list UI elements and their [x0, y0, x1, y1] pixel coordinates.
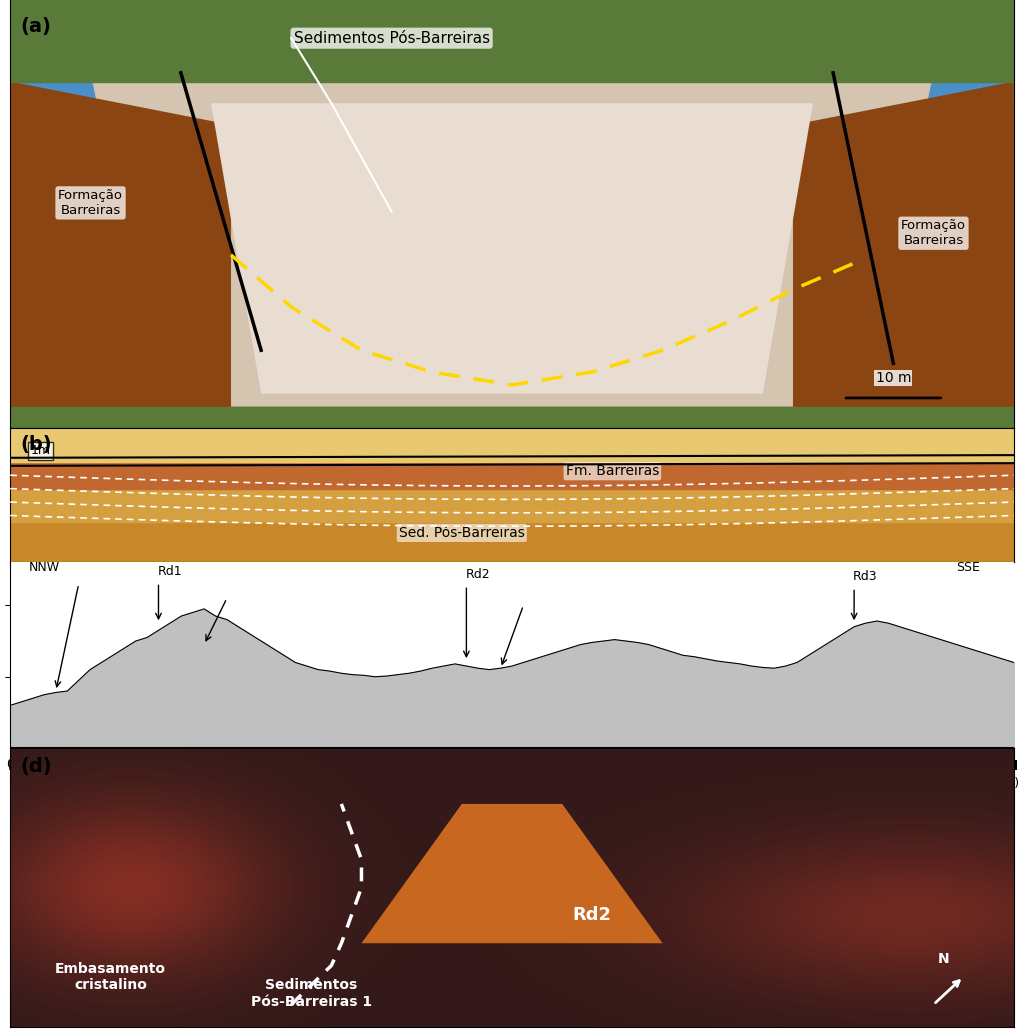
Text: 1m: 1m — [31, 445, 50, 457]
Text: Sedimentos
Pós-Barreiras 1: Sedimentos Pós-Barreiras 1 — [251, 978, 372, 1008]
Text: I: I — [7, 759, 13, 773]
Text: Sed. Pós-Barreiras: Sed. Pós-Barreiras — [399, 526, 524, 540]
Text: (d): (d) — [20, 756, 52, 776]
Bar — [10, 489, 1014, 522]
Text: Rd1: Rd1 — [158, 566, 182, 578]
Text: Rd3: Rd3 — [853, 571, 878, 583]
Polygon shape — [361, 804, 663, 943]
Polygon shape — [793, 82, 1014, 428]
Polygon shape — [10, 82, 231, 428]
Text: Rd2: Rd2 — [466, 569, 490, 581]
Text: NNW: NNW — [29, 561, 60, 574]
Text: SSE: SSE — [955, 561, 980, 574]
Text: Embasamento
cristalino: Embasamento cristalino — [55, 962, 166, 992]
Text: N: N — [938, 952, 949, 966]
Bar — [10, 0, 1014, 103]
Bar — [10, 407, 1014, 428]
Bar — [10, 462, 1014, 489]
Bar — [10, 522, 1014, 562]
Bar — [10, 428, 1014, 462]
Text: Sedimentos Pós-Barreiras: Sedimentos Pós-Barreiras — [294, 31, 489, 45]
Text: Formação
Barreiras: Formação Barreiras — [901, 219, 966, 248]
Text: Fm. Barreiras: Fm. Barreiras — [565, 464, 659, 478]
Text: (km): (km) — [991, 777, 1020, 789]
Text: (a): (a) — [20, 17, 51, 35]
Polygon shape — [90, 73, 934, 407]
Polygon shape — [211, 103, 813, 393]
Text: 10 m: 10 m — [876, 370, 911, 385]
Text: II: II — [1009, 759, 1019, 773]
Text: Rd2: Rd2 — [572, 906, 611, 925]
Text: Formação
Barreiras: Formação Barreiras — [58, 189, 123, 217]
Bar — [10, 0, 1014, 82]
Text: (b): (b) — [20, 436, 52, 454]
